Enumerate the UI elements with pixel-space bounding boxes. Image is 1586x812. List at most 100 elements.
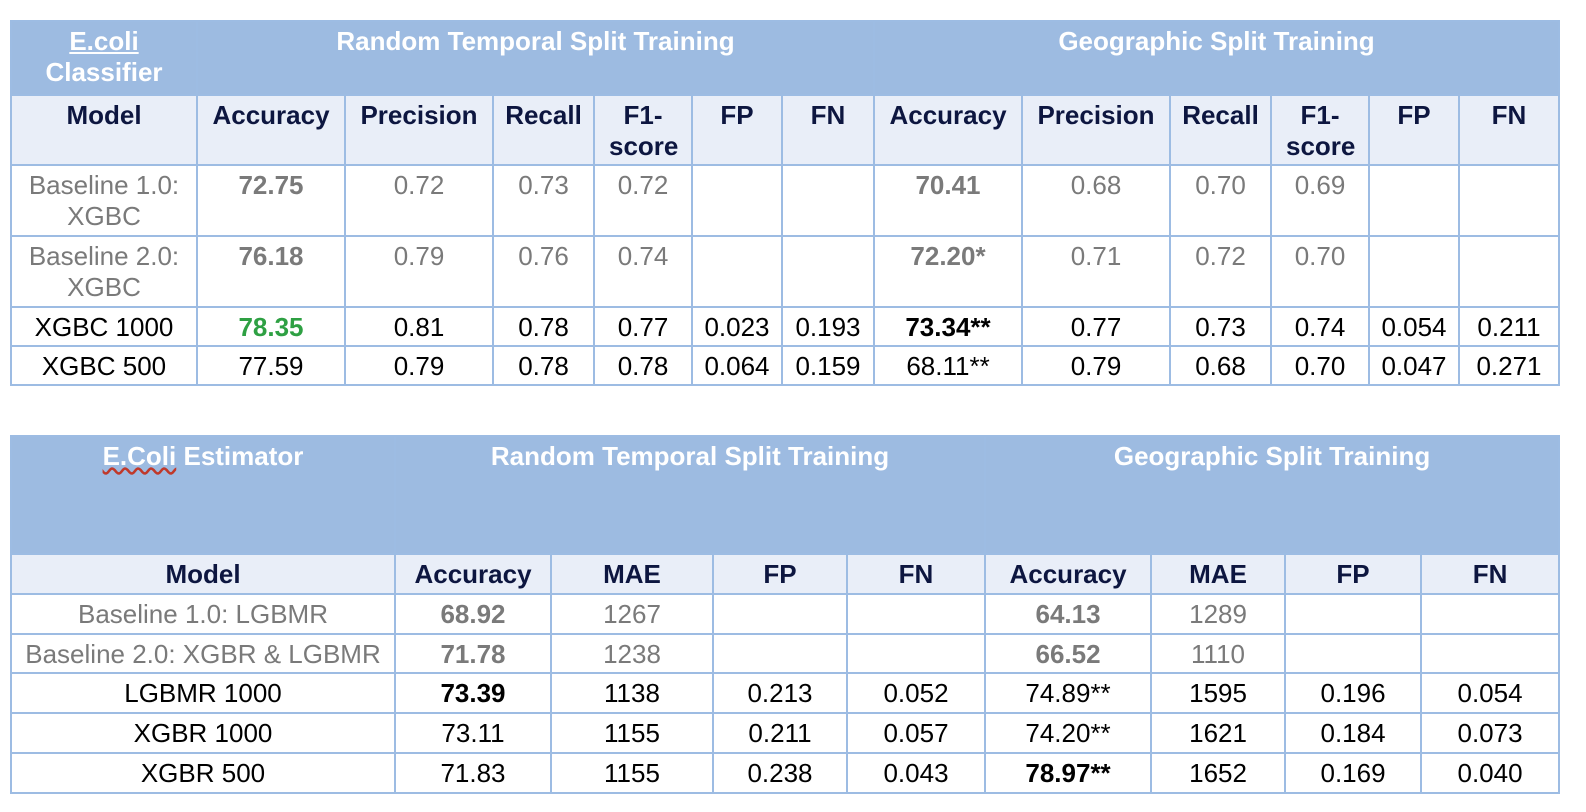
model-name-cell: Baseline 1.0: XGBC — [10, 164, 198, 237]
table-cell: 78.35 — [196, 306, 346, 347]
table-cell: 0.271 — [1458, 345, 1560, 386]
table-cell: 71.78 — [394, 633, 552, 674]
col-header: Recall — [1169, 94, 1272, 166]
model-name-cell: Baseline 2.0: XGBR & LGBMR — [10, 633, 396, 674]
col-header: Accuracy — [984, 553, 1153, 595]
col-header: Precision — [1021, 94, 1171, 166]
table-cell: 0.73 — [492, 164, 595, 237]
table-cell: 0.70 — [1169, 164, 1272, 237]
table-cell: 0.78 — [492, 345, 595, 386]
table-cell — [1420, 593, 1561, 635]
table-cell: 0.196 — [1284, 672, 1423, 714]
table-cell: 68.11** — [873, 345, 1023, 386]
group-random-temporal: Random Temporal Split Training — [393, 435, 987, 555]
col-header: Model — [10, 94, 198, 166]
col-header: FN — [1458, 94, 1560, 166]
col-header: FP — [1368, 94, 1460, 166]
group-random-temporal: Random Temporal Split Training — [196, 20, 875, 96]
table-cell — [691, 235, 783, 308]
corner-word1: E.Coli — [102, 441, 177, 471]
col-header: Accuracy — [196, 94, 346, 166]
col-header: Accuracy — [873, 94, 1023, 166]
model-name-cell: XGBR 1000 — [10, 712, 396, 754]
col-header: Accuracy — [394, 553, 552, 595]
table-cell — [712, 593, 848, 635]
table-cell — [1284, 633, 1423, 674]
estimator-table: E.Coli Estimator Random Temporal Split T… — [10, 435, 1561, 794]
corner-word2: Estimator — [176, 441, 304, 471]
table-cell: 0.169 — [1284, 752, 1423, 794]
table-cell: 0.023 — [691, 306, 783, 347]
table-row: Baseline 2.0: XGBC 76.18 0.79 0.76 0.74 72.20… — [10, 235, 1560, 308]
table-cell: 0.70 — [1270, 235, 1370, 308]
table-cell: 1155 — [550, 752, 714, 794]
col-header: Recall — [492, 94, 595, 166]
col-header: MAE — [550, 553, 714, 595]
table-cell: 0.184 — [1284, 712, 1423, 754]
col-header: FP — [1284, 553, 1423, 595]
table-cell: 1138 — [550, 672, 714, 714]
table-cell: 0.213 — [712, 672, 848, 714]
table-cell: 0.72 — [1169, 235, 1272, 308]
table-cell: 0.040 — [1420, 752, 1561, 794]
table-cell — [712, 633, 848, 674]
table-cell: 0.79 — [1021, 345, 1171, 386]
table-cell: 74.20** — [984, 712, 1153, 754]
table-cell: 74.89** — [984, 672, 1153, 714]
table-cell: 1110 — [1150, 633, 1287, 674]
col-header: FP — [712, 553, 848, 595]
table-cell: 0.74 — [1270, 306, 1370, 347]
corner-line1: E.coli — [69, 26, 139, 56]
table-cell — [781, 235, 875, 308]
table-row: XGBC 1000 78.35 0.81 0.78 0.77 0.023 0.193 73.3… — [10, 306, 1560, 347]
col-header: Precision — [344, 94, 494, 166]
table-cell: 73.34** — [873, 306, 1023, 347]
col-header: FN — [781, 94, 875, 166]
table-cell: 1595 — [1150, 672, 1287, 714]
group-header-row: E.coli Classifier Random Temporal Split … — [10, 20, 1560, 96]
table-cell: 0.70 — [1270, 345, 1370, 386]
corner-line2: Classifier — [45, 57, 163, 87]
table-cell: 1155 — [550, 712, 714, 754]
table-cell: 0.193 — [781, 306, 875, 347]
column-header-row: Model Accuracy MAE FP FN Accuracy MAE FP… — [10, 553, 1561, 595]
table-cell: 0.72 — [344, 164, 494, 237]
group-geographic: Geographic Split Training — [873, 20, 1560, 96]
table-row: XGBC 500 77.59 0.79 0.78 0.78 0.064 0.159 68.11… — [10, 345, 1560, 386]
col-header: F1-score — [1270, 94, 1370, 166]
table-cell: 78.97** — [984, 752, 1153, 794]
table-cell: 0.159 — [781, 345, 875, 386]
col-header: MAE — [1150, 553, 1287, 595]
table-cell: 0.77 — [1021, 306, 1171, 347]
model-name-cell: Baseline 1.0: LGBMR — [10, 593, 396, 635]
table-row: Baseline 1.0: XGBC 72.75 0.72 0.73 0.72 70.41… — [10, 164, 1560, 237]
table-corner-label: E.coli Classifier — [10, 20, 198, 96]
table-cell: 0.74 — [593, 235, 693, 308]
group-geographic: Geographic Split Training — [984, 435, 1561, 555]
table-row: LGBMR 1000 73.39 1138 0.213 0.052 74.89** 1595… — [10, 672, 1561, 714]
table-cell: 0.043 — [845, 752, 987, 794]
table-cell: 1289 — [1150, 593, 1287, 635]
model-name-cell: Baseline 2.0: XGBC — [10, 235, 198, 308]
table-cell: 1238 — [550, 633, 714, 674]
table-cell: 0.79 — [344, 235, 494, 308]
table-cell: 0.68 — [1169, 345, 1272, 386]
table-cell — [1458, 164, 1560, 237]
table-cell: 72.75 — [196, 164, 346, 237]
table-cell: 77.59 — [196, 345, 346, 386]
table-cell: 1621 — [1150, 712, 1287, 754]
table-corner-label: E.Coli Estimator — [10, 435, 396, 555]
table-cell: 0.81 — [344, 306, 494, 347]
table-cell: 0.78 — [492, 306, 595, 347]
table-row: XGBR 500 71.83 1155 0.238 0.043 78.97** 1652 0.… — [10, 752, 1561, 794]
classifier-table: E.coli Classifier Random Temporal Split … — [10, 20, 1560, 386]
table-cell: 0.77 — [593, 306, 693, 347]
table-cell: 0.211 — [712, 712, 848, 754]
table-cell: 0.73 — [1169, 306, 1272, 347]
model-name-cell: XGBR 500 — [10, 752, 396, 794]
table-cell — [691, 164, 783, 237]
table-row: Baseline 2.0: XGBR & LGBMR 71.78 1238 66.52… — [10, 633, 1561, 674]
col-header: FN — [845, 553, 987, 595]
table-cell: 64.13 — [984, 593, 1153, 635]
table-cell: 73.39 — [394, 672, 552, 714]
